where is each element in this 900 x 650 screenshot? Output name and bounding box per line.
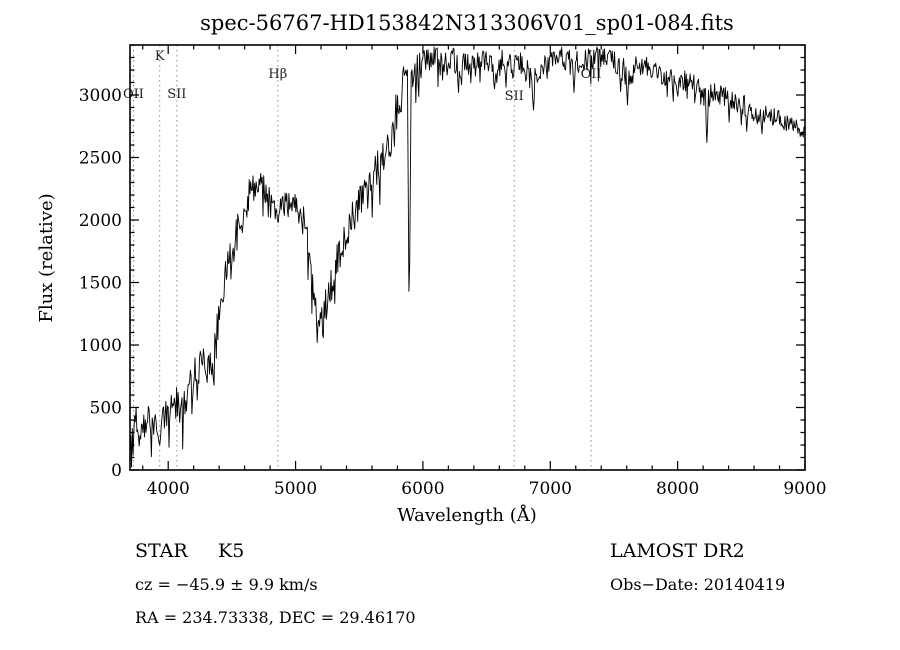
survey-label: LAMOST DR2 (610, 540, 745, 562)
cz-label: cz = −45.9 ± 9.9 km/s (135, 575, 318, 594)
x-tick-label: 8000 (656, 479, 699, 499)
y-tick-label: 1000 (79, 336, 122, 356)
axis-ticks (130, 44, 806, 471)
x-tick-label: 4000 (147, 479, 190, 499)
object-subclass-label: K5 (218, 540, 244, 562)
plot-title: spec-56767-HD153842N313306V01_sp01-084.f… (200, 11, 734, 35)
obsdate-label: Obs−Date: 20140419 (610, 575, 785, 594)
spectrum-line (130, 46, 805, 468)
y-tick-label: 0 (111, 461, 122, 481)
x-tick-label: 9000 (783, 479, 826, 499)
line-marker-label: Hβ (268, 67, 287, 82)
line-marker-label: K (155, 49, 165, 64)
y-tick-label: 3000 (79, 86, 122, 106)
y-tick-label: 2000 (79, 211, 122, 231)
plot-frame (129, 44, 806, 471)
y-tick-label: 1500 (79, 274, 122, 294)
y-tick-label: 500 (90, 399, 122, 419)
line-marker-label: SII (505, 89, 524, 104)
tick-labels: 4000 5000 6000 7000 8000 9000 0 500 1000 1500 2000… (79, 86, 827, 499)
x-tick-label: 6000 (401, 479, 444, 499)
y-tick-label: 2500 (79, 149, 122, 169)
x-axis-label: Wavelength (Å) (397, 504, 537, 526)
object-class-label: STAR (135, 540, 188, 562)
y-axis-label: Flux (relative) (36, 193, 57, 322)
line-marker-label: SII (167, 87, 186, 102)
radec-label: RA = 234.73338, DEC = 29.46170 (135, 608, 416, 627)
x-tick-label: 5000 (274, 479, 317, 499)
x-tick-label: 7000 (529, 479, 572, 499)
